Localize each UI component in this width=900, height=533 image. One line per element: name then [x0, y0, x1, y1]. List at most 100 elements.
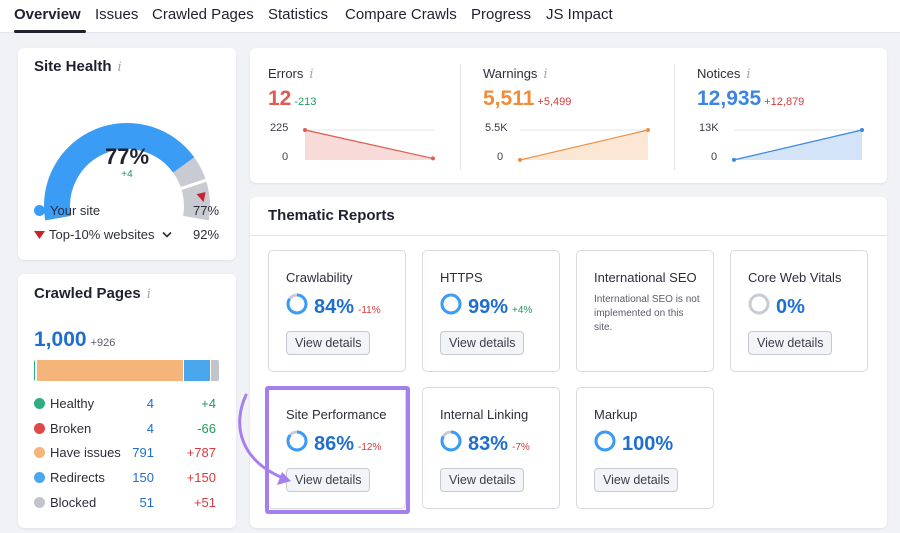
report-score[interactable]: 84% -11% [286, 293, 381, 319]
legend-top10[interactable]: Top-10% websites [34, 227, 172, 242]
legend-top10-label: Top-10% websites [49, 227, 155, 242]
metric-label-text: Errors [268, 66, 304, 81]
report-delta: -11% [358, 305, 381, 316]
crawled-pages-total[interactable]: 1,000 +926 [34, 328, 115, 352]
sparkline-point[interactable] [518, 157, 522, 162]
bar-segment-redirects[interactable] [183, 360, 212, 381]
notices-value[interactable]: 12,935 +12,879 [697, 87, 804, 111]
report-card-markup[interactable]: Markup 100% View details [576, 387, 714, 509]
legend-your-site-label: Your site [50, 203, 101, 218]
report-card-site-performance[interactable]: Site Performance 86% -12% View details [268, 387, 406, 509]
legend-change: -66 [197, 420, 216, 436]
y-axis-max-label: 5.5K [485, 122, 508, 134]
legend-value[interactable]: 791 [132, 445, 154, 461]
bar-segment-healthy[interactable] [34, 360, 36, 381]
sparkline-line [519, 129, 649, 161]
info-icon[interactable]: i [543, 67, 548, 82]
legend-value[interactable]: 150 [132, 470, 154, 486]
status-dot-icon [34, 398, 45, 409]
crawled-pages-title-text: Crawled Pages [34, 285, 141, 302]
bar-segment-broken[interactable] [35, 360, 38, 381]
legend-value[interactable]: 4 [146, 396, 154, 411]
tab-issues[interactable]: Issues [95, 6, 139, 23]
legend-row-healthy: Healthy [34, 396, 94, 411]
view-details-button[interactable]: View details [440, 331, 525, 355]
site-health-card: Site Health i 77% +4 Your site 77% Top-10… [18, 48, 236, 260]
report-note: International SEO is not implemented on … [594, 294, 700, 333]
status-dot-icon [34, 496, 45, 508]
report-score[interactable]: 99% +4% [440, 293, 532, 319]
report-score[interactable]: 86% -12% [286, 430, 381, 456]
active-tab-indicator [14, 30, 86, 33]
legend-row-redirects: Redirects [34, 470, 105, 485]
legend-value[interactable]: 4 [146, 420, 154, 436]
sparkline-point[interactable] [303, 128, 307, 132]
tab-compare-crawls[interactable]: Compare Crawls [345, 6, 457, 23]
report-card-international-seo[interactable]: International SEO International SEO is no… [576, 250, 714, 372]
view-details-button[interactable]: View details [286, 331, 371, 355]
report-score[interactable]: 0% [748, 293, 809, 319]
metric-label-text: Warnings [483, 66, 538, 81]
view-details-button[interactable]: View details [440, 468, 525, 492]
progress-ring-icon [440, 430, 462, 452]
report-card-https[interactable]: HTTPS 99% +4% View details [422, 250, 560, 372]
legend-label: Have issues [50, 445, 121, 461]
tab-statistics[interactable]: Statistics [268, 6, 329, 23]
progress-ring-icon [440, 293, 462, 315]
report-name: Core Web Vitals [748, 270, 842, 285]
crawled-pages-bar[interactable] [34, 360, 219, 381]
tab-progress[interactable]: Progress [471, 6, 532, 23]
tab-js-impact[interactable]: JS Impact [546, 6, 613, 23]
report-percent: 84% [314, 296, 355, 318]
info-icon[interactable]: i [117, 60, 122, 75]
thematic-reports-title: Thematic Reports [268, 207, 395, 224]
legend-your-site: Your site [34, 203, 100, 218]
sparkline-point[interactable] [860, 128, 864, 132]
y-axis-min-label: 0 [497, 151, 504, 163]
legend-value[interactable]: 51 [139, 494, 154, 510]
sparkline-point[interactable] [732, 157, 736, 162]
legend-row-broken: Broken [34, 421, 91, 436]
legend-label: Redirects [50, 470, 105, 486]
chevron-down-icon[interactable] [162, 231, 172, 239]
divider [460, 64, 461, 170]
info-icon[interactable]: i [146, 287, 151, 302]
metric-value-text: 12,935 [697, 87, 762, 110]
sparkline-line [733, 129, 863, 161]
warnings-value[interactable]: 5,511 +5,499 [483, 87, 571, 111]
legend-label: Blocked [50, 494, 97, 510]
progress-ring-icon [594, 430, 616, 452]
report-percent: 100% [622, 433, 674, 455]
report-card-crawlability[interactable]: Crawlability 84% -11% View details [268, 250, 406, 372]
report-delta: -12% [358, 442, 382, 453]
metric-change: +5,499 [537, 96, 572, 108]
report-delta: +4% [512, 305, 533, 316]
tab-overview[interactable]: Overview [14, 6, 81, 23]
report-score[interactable]: 83% -7% [440, 430, 530, 456]
view-details-button[interactable]: View details [748, 331, 833, 355]
info-icon[interactable]: i [309, 67, 314, 82]
warnings-label: Warnings i [483, 66, 548, 82]
top-nav: Overview Issues Crawled Pages Statistics… [0, 0, 900, 33]
errors-value[interactable]: 12 -213 [268, 87, 316, 111]
site-health-title-text: Site Health [34, 58, 112, 75]
info-icon[interactable]: i [746, 67, 751, 82]
report-card-core-web-vitals[interactable]: Core Web Vitals 0% View details [730, 250, 868, 372]
report-score[interactable]: 100% [594, 430, 677, 456]
report-percent: 83% [468, 433, 509, 455]
view-details-button[interactable]: View details [286, 468, 371, 492]
thematic-reports-card: Thematic Reports Crawlability 84% -11% View… [250, 197, 887, 528]
legend-top10-value: 92% [193, 227, 220, 242]
legend-label: Broken [50, 420, 92, 436]
divider [674, 64, 675, 170]
bar-segment-have-issues[interactable] [37, 360, 184, 381]
view-details-button[interactable]: View details [594, 468, 679, 492]
report-name: Crawlability [286, 270, 353, 285]
sparkline-point[interactable] [431, 156, 435, 161]
top10-marker-icon [196, 192, 206, 203]
report-name: HTTPS [440, 270, 483, 285]
tab-crawled-pages[interactable]: Crawled Pages [152, 6, 254, 23]
bar-segment-blocked[interactable] [211, 360, 219, 381]
sparkline-point[interactable] [646, 128, 650, 132]
report-card-internal-linking[interactable]: Internal Linking 83% -7% View details [422, 387, 560, 509]
